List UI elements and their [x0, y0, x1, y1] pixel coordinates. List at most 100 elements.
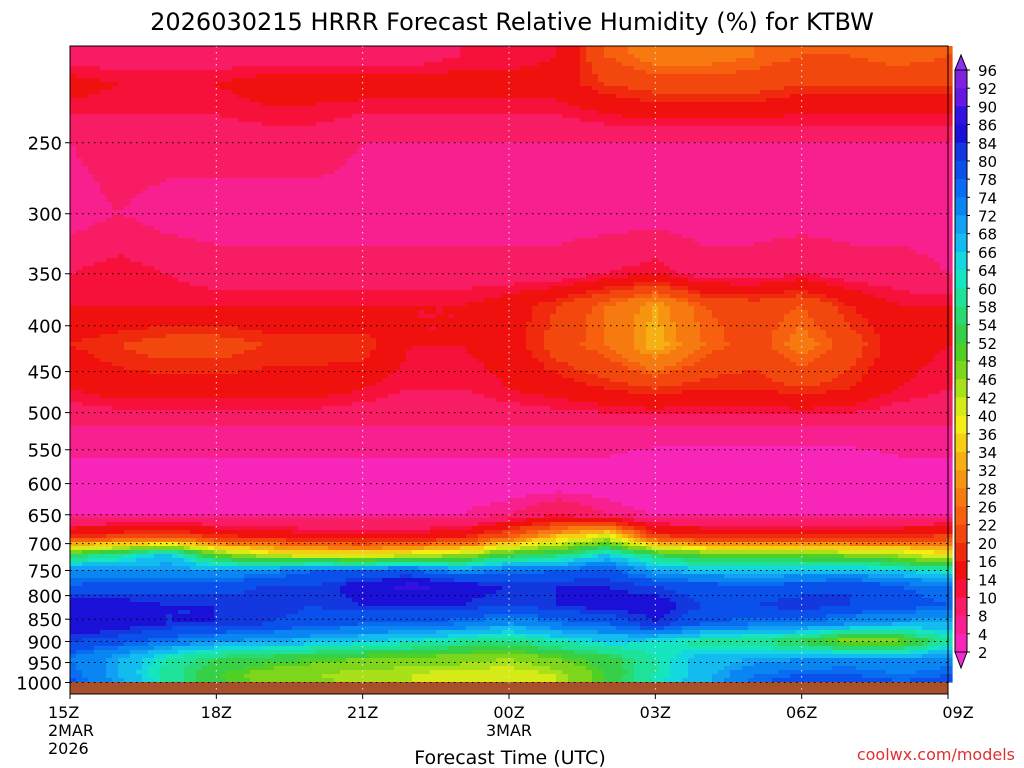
- rh-cell: [286, 130, 293, 135]
- rh-cell: [670, 166, 677, 171]
- rh-cell: [796, 58, 803, 63]
- rh-cell: [394, 162, 401, 167]
- rh-cell: [538, 174, 545, 179]
- rh-cell: [616, 66, 623, 71]
- rh-cell: [598, 178, 605, 183]
- rh-cell: [334, 90, 341, 95]
- rh-cell: [322, 102, 329, 107]
- rh-cell: [130, 178, 137, 183]
- rh-cell: [598, 146, 605, 151]
- rh-cell: [844, 54, 851, 59]
- rh-cell: [664, 118, 671, 123]
- rh-cell: [850, 94, 857, 99]
- rh-cell: [400, 98, 407, 103]
- rh-cell: [412, 106, 419, 111]
- rh-cell: [406, 126, 413, 131]
- rh-cell: [634, 110, 641, 115]
- rh-cell: [874, 86, 881, 91]
- rh-cell: [928, 94, 935, 99]
- rh-cell: [82, 142, 89, 147]
- rh-cell: [124, 154, 131, 159]
- rh-cell: [766, 118, 773, 123]
- rh-cell: [598, 174, 605, 179]
- rh-cell: [250, 58, 257, 63]
- rh-cell: [484, 162, 491, 167]
- rh-cell: [346, 150, 353, 155]
- rh-cell: [112, 118, 119, 123]
- rh-cell: [574, 154, 581, 159]
- rh-cell: [238, 74, 245, 79]
- rh-cell: [538, 134, 545, 139]
- rh-cell: [316, 110, 323, 115]
- rh-cell: [520, 98, 527, 103]
- rh-cell: [760, 50, 767, 55]
- rh-cell: [916, 142, 923, 147]
- rh-cell: [484, 130, 491, 135]
- rh-cell: [136, 46, 143, 51]
- rh-cell: [814, 46, 821, 51]
- rh-cell: [142, 178, 149, 183]
- rh-cell: [382, 178, 389, 183]
- rh-cell: [202, 110, 209, 115]
- rh-cell: [568, 178, 575, 183]
- rh-cell: [322, 78, 329, 83]
- rh-cell: [418, 62, 425, 67]
- rh-cell: [370, 110, 377, 115]
- rh-cell: [730, 174, 737, 179]
- rh-cell: [658, 54, 665, 59]
- rh-cell: [430, 130, 437, 135]
- rh-cell: [250, 78, 257, 83]
- rh-cell: [730, 94, 737, 99]
- rh-cell: [580, 142, 587, 147]
- rh-cell: [502, 130, 509, 135]
- rh-cell: [346, 154, 353, 159]
- rh-cell: [352, 138, 359, 143]
- rh-cell: [376, 114, 383, 119]
- rh-cell: [178, 170, 185, 175]
- rh-cell: [184, 170, 191, 175]
- rh-cell: [268, 162, 275, 167]
- rh-cell: [520, 46, 527, 51]
- rh-cell: [382, 114, 389, 119]
- rh-cell: [706, 110, 713, 115]
- rh-cell: [586, 118, 593, 123]
- rh-cell: [154, 114, 161, 119]
- rh-cell: [460, 130, 467, 135]
- rh-cell: [340, 170, 347, 175]
- rh-cell: [616, 106, 623, 111]
- rh-cell: [892, 146, 899, 151]
- rh-cell: [364, 162, 371, 167]
- rh-cell: [358, 170, 365, 175]
- rh-cell: [880, 62, 887, 67]
- rh-cell: [856, 110, 863, 115]
- rh-cell: [394, 86, 401, 91]
- rh-cell: [160, 70, 167, 75]
- rh-cell: [322, 134, 329, 139]
- rh-cell: [292, 50, 299, 55]
- rh-cell: [544, 150, 551, 155]
- rh-cell: [904, 154, 911, 159]
- rh-cell: [262, 138, 269, 143]
- rh-cell: [118, 94, 125, 99]
- rh-cell: [946, 66, 953, 71]
- rh-cell: [328, 146, 335, 151]
- rh-cell: [202, 46, 209, 51]
- rh-cell: [316, 126, 323, 131]
- rh-cell: [484, 50, 491, 55]
- rh-cell: [538, 50, 545, 55]
- rh-cell: [340, 102, 347, 107]
- rh-cell: [298, 58, 305, 63]
- rh-cell: [880, 162, 887, 167]
- rh-cell: [202, 106, 209, 111]
- rh-cell: [832, 150, 839, 155]
- rh-cell: [868, 162, 875, 167]
- rh-cell: [556, 114, 563, 119]
- rh-cell: [808, 66, 815, 71]
- rh-cell: [412, 118, 419, 123]
- rh-cell: [136, 54, 143, 59]
- rh-cell: [76, 134, 83, 139]
- rh-cell: [82, 62, 89, 67]
- rh-cell: [442, 178, 449, 183]
- rh-cell: [784, 70, 791, 75]
- rh-cell: [946, 62, 953, 67]
